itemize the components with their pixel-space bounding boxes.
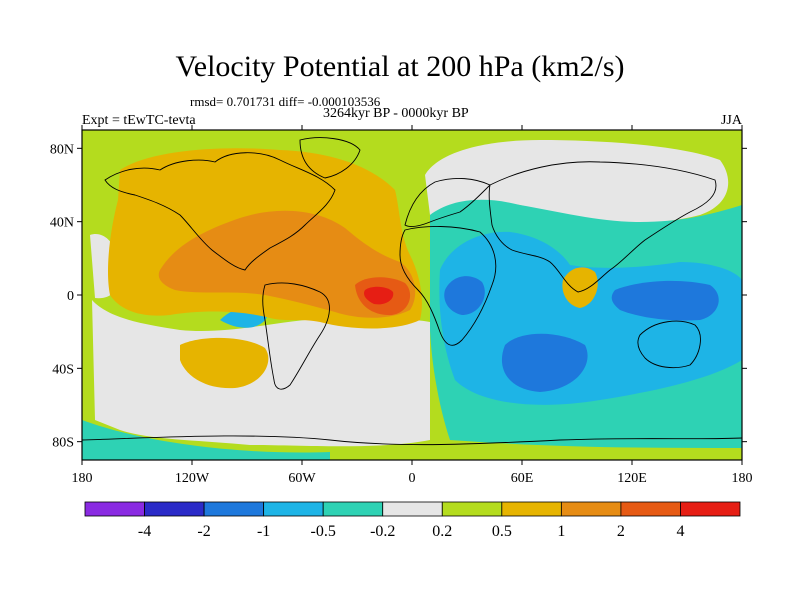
coast-europe bbox=[404, 178, 491, 227]
experiment-label: Expt = tEwTC-tevta bbox=[82, 113, 196, 128]
contour-pos05-asia bbox=[562, 267, 598, 308]
coast-australia bbox=[637, 320, 701, 369]
contour-pos4 bbox=[364, 286, 394, 305]
contour-neg1-africa bbox=[444, 276, 485, 315]
stats-line: rmsd= 0.701731 diff= -0.000103536 bbox=[190, 94, 381, 109]
colorbar-swatch bbox=[441, 501, 503, 517]
y-tick-label: 40N bbox=[50, 216, 74, 231]
contour-fill-group bbox=[82, 130, 742, 460]
colorbar-label: -2 bbox=[197, 523, 210, 540]
y-tick-label: 0 bbox=[67, 289, 74, 304]
x-tick-label: 120W bbox=[175, 471, 210, 486]
axes: 180 120W 60W 0 60E 120E 180 80N 40N 0 40S 80S bbox=[50, 125, 753, 486]
season-label: JJA bbox=[720, 113, 742, 128]
coast-greenland bbox=[299, 137, 361, 179]
colorbar: -4 -2 -1 -0.5 -0.2 0.2 0.5 1 2 4 bbox=[84, 501, 741, 540]
colorbar-label: -1 bbox=[257, 523, 270, 540]
x-tick-label: 60W bbox=[288, 471, 316, 486]
colorbar-label: -4 bbox=[138, 523, 151, 540]
colorbar-label: 4 bbox=[676, 523, 684, 540]
chart-title: Velocity Potential at 200 hPa (km2/s) bbox=[175, 50, 625, 83]
colorbar-swatch bbox=[263, 501, 324, 517]
colorbar-swatch bbox=[560, 501, 622, 517]
coast-antarctica bbox=[82, 435, 742, 446]
x-tick-label: 0 bbox=[409, 471, 416, 486]
x-tick-label: 60E bbox=[511, 471, 534, 486]
coast-asia bbox=[488, 161, 717, 293]
contour-neg1-maritime bbox=[611, 280, 719, 321]
colorbar-label: 1 bbox=[557, 523, 565, 540]
colorbar-swatch bbox=[680, 501, 741, 517]
coast-south-america bbox=[262, 282, 330, 390]
colorbar-swatch bbox=[144, 501, 205, 517]
colorbar-swatch bbox=[322, 501, 384, 517]
colorbar-swatch bbox=[382, 501, 443, 517]
contour-pos1 bbox=[158, 210, 416, 318]
x-tick-label: 180 bbox=[732, 471, 753, 486]
contour-pos05-south bbox=[180, 337, 269, 389]
colorbar-label: -0.2 bbox=[370, 523, 395, 540]
coast-north-america bbox=[104, 152, 336, 271]
colorbar-swatch bbox=[84, 501, 145, 517]
y-tick-label: 80S bbox=[52, 436, 74, 451]
colorbar-label: 0.5 bbox=[492, 523, 512, 540]
y-tick-label: 40S bbox=[52, 362, 74, 377]
contour-neg1-indian bbox=[501, 333, 588, 392]
y-tick-label: 80N bbox=[50, 142, 74, 157]
colorbar-swatch bbox=[620, 501, 681, 517]
coastlines bbox=[82, 137, 742, 446]
colorbar-label: -0.5 bbox=[311, 523, 336, 540]
x-tick-label: 120E bbox=[617, 471, 647, 486]
colorbar-swatch bbox=[501, 501, 562, 517]
colorbar-label: 0.2 bbox=[432, 523, 452, 540]
x-tick-label: 180 bbox=[72, 471, 93, 486]
coast-africa bbox=[399, 226, 497, 346]
colorbar-swatch bbox=[203, 501, 265, 517]
period-label: 3264kyr BP - 0000kyr BP bbox=[323, 106, 469, 121]
colorbar-label: 2 bbox=[617, 523, 625, 540]
contour-neg02-south-pac bbox=[82, 420, 330, 460]
